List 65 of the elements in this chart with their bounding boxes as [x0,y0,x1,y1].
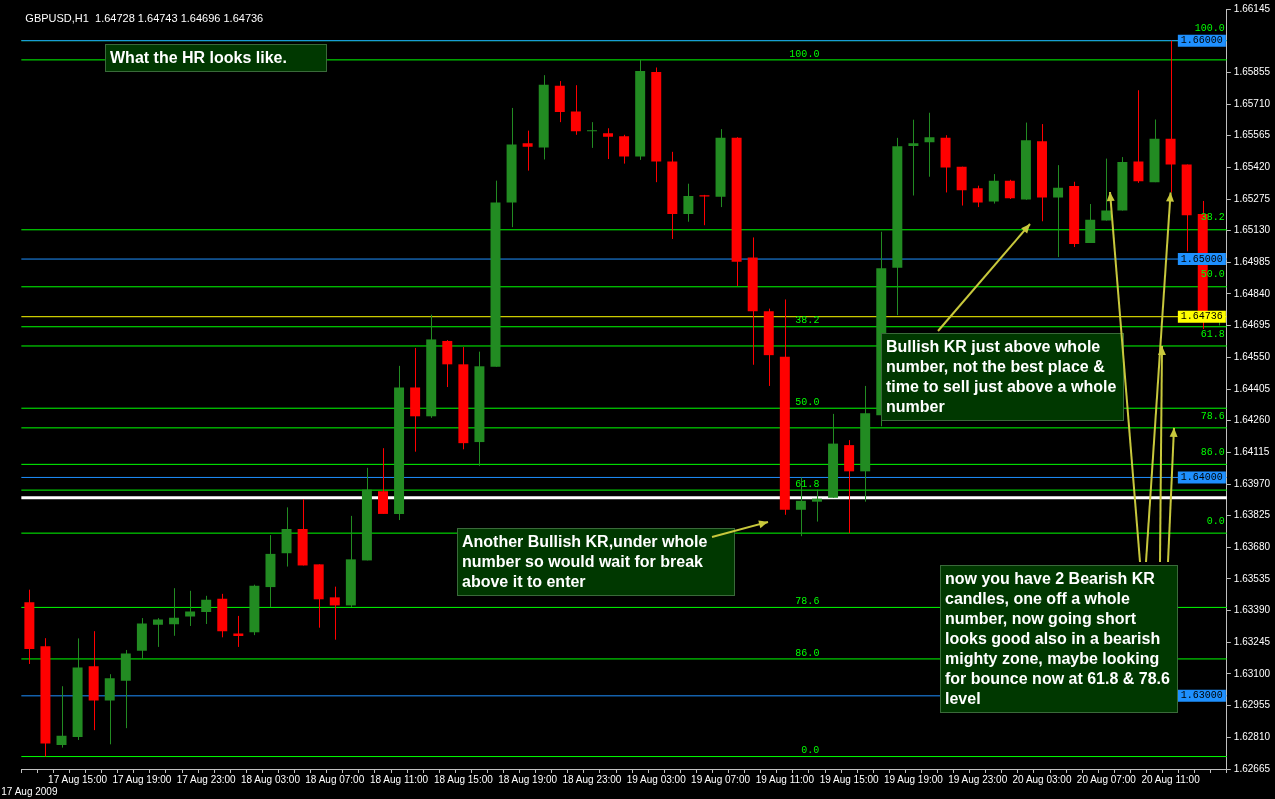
y-tick-label: 1.64405 [1233,382,1271,394]
y-tick-label: 1.65565 [1233,129,1271,141]
y-tick-label: 1.65710 [1233,97,1271,109]
annotation: now you have 2 Bearish KR candles, one off a whole number, now going short looks good also in a bearish mighty zone, maybe looking for bounce now at 61.8 & 78.6 level [940,565,1178,713]
x-tick-label: 19 Aug 19:00 [883,773,944,785]
x-tick-label: 19 Aug 11:00 [755,773,815,785]
chart-title: GBPUSD,H1 1.64728 1.64743 1.64696 1.64736 [25,11,264,24]
x-tick-label: 17 Aug 23:00 [176,773,237,785]
y-tick-label: 1.63100 [1233,667,1271,679]
annotation: Another Bullish KR,under whole number so would wait for break above it to enter [457,528,735,596]
annotation: 78.6 [795,596,820,608]
x-tick-label: 20 Aug 03:00 [1012,773,1072,785]
x-tick-label: 20 Aug 11:00 [1141,773,1201,785]
y-tick-label: 1.63535 [1233,572,1271,584]
y-tick-label: 1.63825 [1233,509,1271,521]
x-tick-label: 19 Aug 07:00 [691,773,751,785]
annotation: 38.2 [795,315,820,327]
annotation: 0.0 [801,745,820,757]
x-tick-label: 18 Aug 23:00 [562,773,622,785]
x-tick-label: 18 Aug 15:00 [433,773,494,785]
x-tick-label: 20 Aug 07:00 [1076,773,1137,785]
annotation: Bullish KR just above whole number, not the best place & time to sell just above a whole number [881,333,1124,421]
x-tick-label: 17 Aug 15:00 [48,773,108,785]
y-tick-label: 1.63390 [1233,604,1271,616]
y-tick-label: 1.64260 [1233,414,1271,426]
y-tick-label: 1.63245 [1233,636,1271,648]
y-tick-label: 1.64985 [1233,256,1271,268]
annotation: 61.8 [795,478,820,490]
y-tick-label: 1.65130 [1233,224,1271,236]
x-tick-label: 18 Aug 07:00 [305,773,365,785]
annotation: 0.0 [1206,515,1225,527]
y-tick-label: 1.65275 [1233,192,1271,204]
x-tick-label: 19 Aug 15:00 [819,773,880,785]
y-tick-label: 1.64840 [1233,287,1271,299]
x-tick-label: 17 Aug 19:00 [112,773,172,785]
ref-line-label: 1.66000 [1180,35,1223,47]
ref-line-label: 1.64736 [1180,311,1223,323]
annotation: 100.0 [789,48,820,60]
annotation: 78.6 [1200,410,1225,422]
y-tick-label: 1.63680 [1233,541,1271,553]
x-tick-label: 19 Aug 23:00 [948,773,1008,785]
ref-line-label: 1.64000 [1180,472,1223,484]
y-tick-label: 1.62955 [1233,699,1271,711]
annotation: 86.0 [1200,446,1225,458]
x-tick-label: 19 Aug 03:00 [626,773,687,785]
x-tick-label: 18 Aug 19:00 [498,773,558,785]
annotation: What the HR looks like. [105,44,327,72]
annotation: 50.0 [795,396,820,408]
y-tick-label: 1.62810 [1233,731,1271,743]
annotation: 61.8 [1200,328,1225,340]
y-tick-label: 1.65420 [1233,161,1271,173]
ref-line-label: 1.63000 [1180,690,1223,702]
x-tick-label: 17 Aug 2009 [1,785,58,797]
x-tick-label: 18 Aug 03:00 [241,773,301,785]
y-tick-label: 1.65855 [1233,66,1271,78]
y-tick-label: 1.62665 [1233,762,1271,774]
ref-line-label: 1.65000 [1180,253,1223,265]
y-tick-label: 1.66145 [1233,2,1271,14]
y-tick-label: 1.64550 [1233,351,1271,363]
y-tick-label: 1.64115 [1233,446,1270,458]
y-tick-label: 1.64695 [1233,319,1271,331]
y-tick-label: 1.63970 [1233,477,1271,489]
x-tick-label: 18 Aug 11:00 [369,773,429,785]
annotation: 100.0 [1194,23,1225,35]
annotation: 86.0 [795,647,820,659]
